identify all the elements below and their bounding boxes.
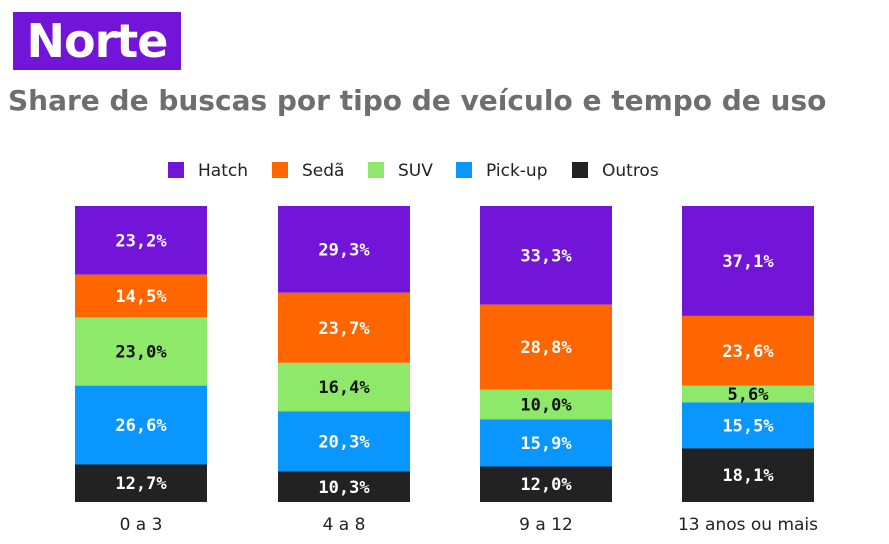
bar-segment-hatch-9-a-12	[480, 206, 612, 305]
data-label-outros-13-anos-ou-mais: 18,1%	[722, 466, 774, 486]
legend-swatch-hatch	[168, 162, 184, 178]
legend-swatch-seda	[272, 162, 288, 178]
category-label-4-a-8: 4 a 8	[323, 515, 366, 535]
bar-segment-outros-13-anos-ou-mais	[682, 448, 814, 502]
bar-segment-suv-9-a-12	[480, 389, 612, 420]
bar-segment-seda-13-anos-ou-mais	[682, 315, 814, 386]
category-label-9-a-12: 9 a 12	[519, 515, 573, 535]
data-label-outros-0-a-3: 12,7%	[115, 474, 167, 494]
bar-segment-suv-0-a-3	[75, 317, 207, 386]
data-label-suv-9-a-12: 10,0%	[520, 396, 572, 416]
bar-segment-suv-13-anos-ou-mais	[682, 385, 814, 403]
data-label-pick-up-9-a-12: 15,9%	[520, 434, 572, 454]
legend-swatch-suv	[368, 162, 384, 178]
data-label-pick-up-0-a-3: 26,6%	[115, 416, 167, 436]
legend-label-pick-up: Pick-up	[486, 161, 548, 181]
chart-bars: 23,2% 14,5% 23,0% 26,6% 12,7% 29,3% 23,7% 16,4%…	[75, 206, 814, 502]
legend-swatch-outros	[572, 162, 588, 178]
data-label-outros-4-a-8: 10,3%	[318, 478, 370, 498]
data-label-suv-13-anos-ou-mais: 5,6%	[728, 385, 770, 405]
chart-title: Share de buscas por tipo de veículo e te…	[8, 84, 827, 117]
data-label-hatch-9-a-12: 33,3%	[520, 246, 572, 266]
category-labels: 0 a 3 4 a 8 9 a 12 13 anos ou mais	[120, 515, 819, 535]
data-label-seda-0-a-3: 14,5%	[115, 287, 167, 307]
data-label-pick-up-13-anos-ou-mais: 15,5%	[722, 416, 774, 436]
bar-segment-pick-up-4-a-8	[278, 411, 410, 472]
bar-segment-seda-0-a-3	[75, 274, 207, 318]
bar-segment-outros-0-a-3	[75, 464, 207, 502]
bar-segment-hatch-13-anos-ou-mais	[682, 206, 814, 316]
region-badge: Norte	[13, 12, 181, 70]
bar-segment-pick-up-0-a-3	[75, 385, 207, 465]
bar-segment-pick-up-9-a-12	[480, 419, 612, 467]
data-label-pick-up-4-a-8: 20,3%	[318, 432, 370, 452]
data-label-hatch-0-a-3: 23,2%	[115, 231, 167, 251]
bar-segment-outros-4-a-8	[278, 471, 410, 502]
bar-segment-seda-9-a-12	[480, 304, 612, 390]
data-label-seda-13-anos-ou-mais: 23,6%	[722, 342, 774, 362]
chart-legend: Hatch Sedã SUV Pick-up Outros	[168, 161, 659, 181]
legend-label-hatch: Hatch	[198, 161, 248, 181]
data-label-suv-0-a-3: 23,0%	[115, 343, 167, 363]
category-label-0-a-3: 0 a 3	[120, 515, 163, 535]
bar-segment-seda-4-a-8	[278, 292, 410, 363]
legend-label-seda: Sedã	[302, 161, 344, 181]
data-label-suv-4-a-8: 16,4%	[318, 378, 370, 398]
legend-swatch-pick-up	[456, 162, 472, 178]
bar-segment-suv-4-a-8	[278, 362, 410, 412]
bar-segment-pick-up-13-anos-ou-mais	[682, 402, 814, 449]
data-label-hatch-4-a-8: 29,3%	[318, 240, 370, 260]
bar-segment-outros-9-a-12	[480, 466, 612, 502]
bar-segment-hatch-0-a-3	[75, 206, 207, 275]
data-label-outros-9-a-12: 12,0%	[520, 475, 572, 495]
data-label-hatch-13-anos-ou-mais: 37,1%	[722, 252, 774, 272]
data-label-seda-4-a-8: 23,7%	[318, 319, 370, 339]
legend-label-suv: SUV	[398, 161, 433, 181]
bar-segment-hatch-4-a-8	[278, 206, 410, 293]
legend-label-outros: Outros	[602, 161, 659, 181]
category-label-13-anos-ou-mais: 13 anos ou mais	[678, 515, 818, 535]
data-label-seda-9-a-12: 28,8%	[520, 338, 572, 358]
